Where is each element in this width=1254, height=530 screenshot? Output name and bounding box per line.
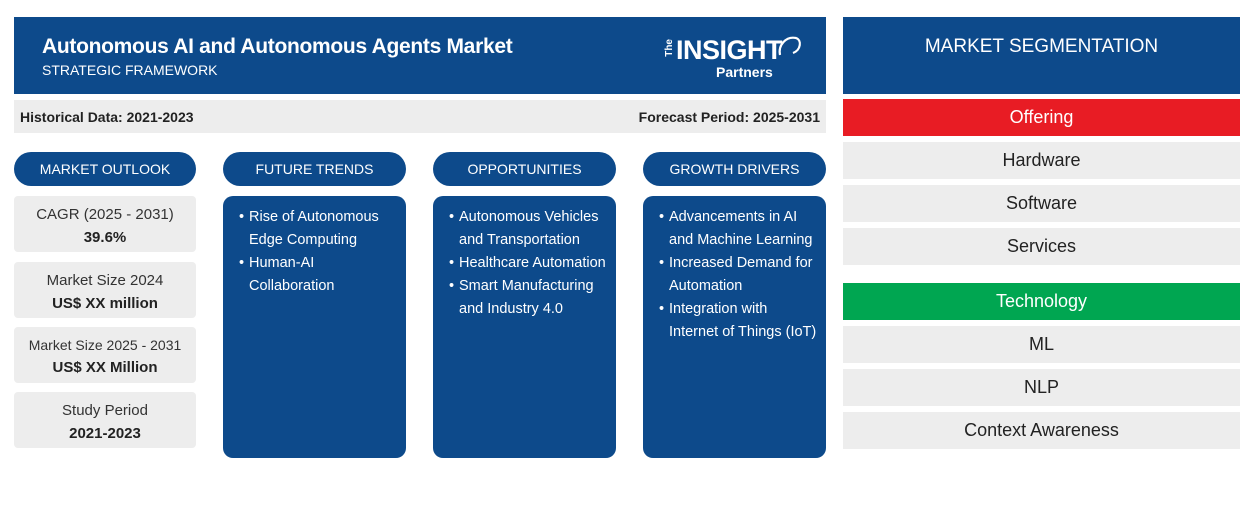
segment-technology-header: Technology: [843, 283, 1240, 320]
list-item: Healthcare Automation: [449, 252, 608, 275]
segment-item-services: Services: [843, 228, 1240, 265]
list-item: Autonomous Vehicles and Transportation: [449, 206, 608, 252]
opportunities-header: OPPORTUNITIES: [433, 152, 616, 186]
future-trends-panel: Rise of Autonomous Edge Computing Human-…: [223, 196, 406, 458]
list-item: Rise of Autonomous Edge Computing: [239, 206, 398, 252]
stat-value: US$ XX million: [52, 295, 158, 312]
list-item: Increased Demand for Automation: [659, 252, 818, 298]
report-subtitle: STRATEGIC FRAMEWORK: [42, 62, 218, 78]
historical-data: Historical Data: 2021-2023: [20, 109, 194, 125]
growth-drivers-panel: Advancements in AI and Machine Learning …: [643, 196, 826, 458]
period-bar: Historical Data: 2021-2023 Forecast Peri…: [14, 100, 826, 133]
logo-insight: INSIGHT: [676, 35, 783, 65]
opportunities-panel: Autonomous Vehicles and Transportation H…: [433, 196, 616, 458]
list-item: Human-AI Collaboration: [239, 252, 398, 298]
logo-partners: Partners: [716, 64, 773, 80]
stat-value: 2021-2023: [69, 425, 141, 442]
list-item: Advancements in AI and Machine Learning: [659, 206, 818, 252]
segment-offering-header: Offering: [843, 99, 1240, 136]
stat-value: 39.6%: [83, 229, 127, 246]
insight-partners-logo: The INSIGHT Partners: [664, 31, 804, 83]
stat-study-period: Study Period 2021-2023: [14, 392, 196, 448]
stat-label: Market Size 2025 - 2031: [28, 337, 182, 353]
future-trends-header: FUTURE TRENDS: [223, 152, 406, 186]
segment-item-software: Software: [843, 185, 1240, 222]
market-outlook-header: MARKET OUTLOOK: [14, 152, 196, 186]
report-title: Autonomous AI and Autonomous Agents Mark…: [42, 35, 513, 58]
stat-value: US$ XX Million: [52, 359, 158, 376]
stat-market-size-forecast: Market Size 2025 - 2031 US$ XX Million: [14, 327, 196, 383]
logo-swoosh-icon: [778, 36, 801, 56]
stat-market-size-2024: Market Size 2024 US$ XX million: [14, 262, 196, 318]
market-segmentation-header: MARKET SEGMENTATION: [843, 17, 1240, 94]
growth-drivers-header: GROWTH DRIVERS: [643, 152, 826, 186]
forecast-period: Forecast Period: 2025-2031: [638, 109, 820, 125]
stat-label: CAGR (2025 - 2031): [36, 206, 174, 223]
segment-item-context-awareness: Context Awareness: [843, 412, 1240, 449]
segment-item-ml: ML: [843, 326, 1240, 363]
stat-label: Market Size 2024: [46, 272, 164, 289]
list-item: Smart Manufacturing and Industry 4.0: [449, 275, 608, 321]
segment-item-hardware: Hardware: [843, 142, 1240, 179]
logo-the: The: [664, 39, 675, 57]
report-header: Autonomous AI and Autonomous Agents Mark…: [14, 17, 826, 94]
segment-item-nlp: NLP: [843, 369, 1240, 406]
stat-label: Study Period: [62, 402, 148, 419]
stat-cagr: CAGR (2025 - 2031) 39.6%: [14, 196, 196, 252]
list-item: Integration with Internet of Things (IoT…: [659, 298, 818, 344]
